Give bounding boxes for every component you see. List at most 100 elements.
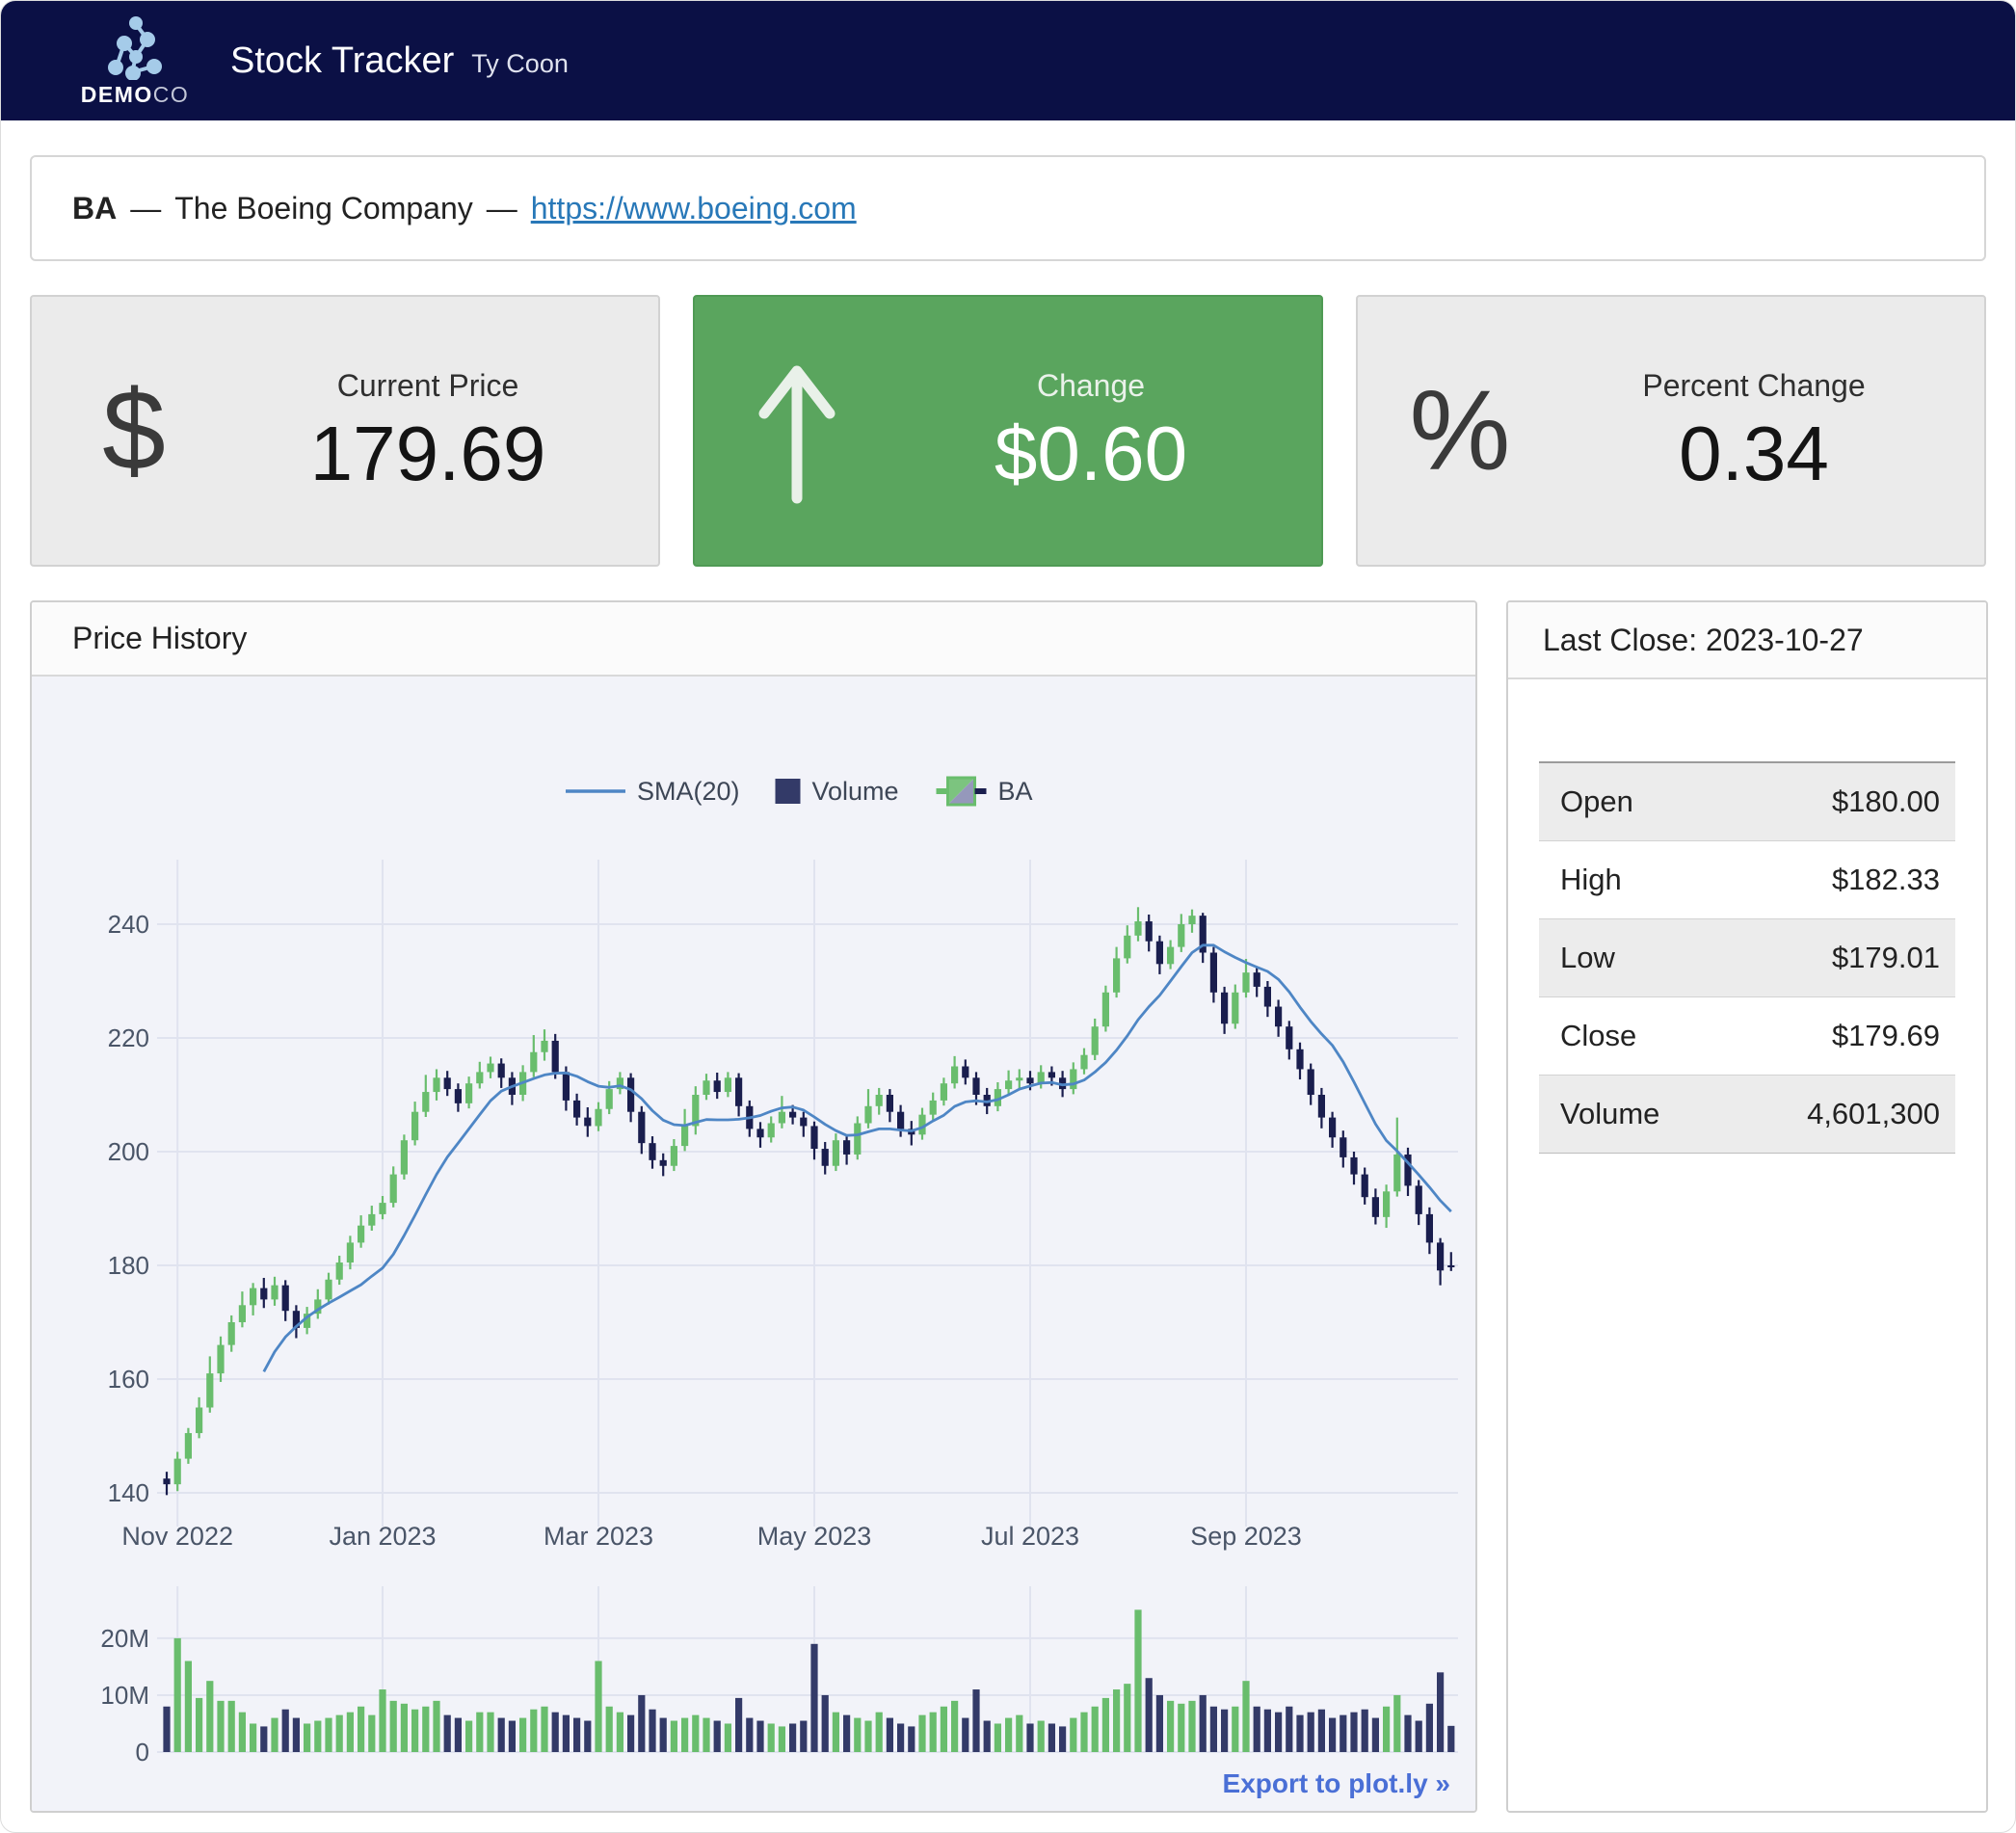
candle-body	[1167, 946, 1175, 965]
legend-label: BA	[998, 777, 1033, 806]
volume-bar	[238, 1712, 246, 1752]
volume-bar	[487, 1712, 494, 1752]
candle-body	[1242, 972, 1250, 993]
candle-body	[476, 1072, 484, 1084]
price-history-chart[interactable]: 140 160 180 200 220 240 0 10M 20M Nov 2022 Jan 202…	[32, 677, 1475, 1806]
row-value: $179.01	[1831, 941, 1940, 974]
candle-body	[163, 1478, 171, 1485]
candle-body	[1134, 921, 1142, 936]
candle-body	[454, 1089, 462, 1103]
candle-body	[1188, 916, 1196, 924]
stat-cards: $ Current Price 179.69 Change	[30, 295, 1986, 567]
candle-body	[250, 1288, 257, 1306]
volume-bar	[422, 1706, 430, 1752]
ticker-symbol: BA	[72, 190, 118, 226]
volume-bar	[789, 1723, 797, 1752]
candle-body	[767, 1123, 775, 1138]
volume-bar	[1155, 1694, 1163, 1752]
volume-bar	[508, 1720, 516, 1752]
candle-body	[713, 1080, 721, 1093]
row-value: $179.69	[1831, 1019, 1940, 1052]
candle-body	[886, 1095, 893, 1112]
sma-line	[262, 943, 1452, 1372]
candle-body	[1080, 1054, 1088, 1070]
candle-body	[994, 1089, 1001, 1106]
volume-bar	[703, 1717, 710, 1752]
row-label: High	[1560, 863, 1622, 896]
volume-bar	[929, 1712, 937, 1752]
candle-body	[217, 1344, 225, 1374]
candle-body	[541, 1040, 548, 1052]
candle-body	[271, 1285, 279, 1300]
candle-body	[314, 1299, 322, 1315]
candle-body	[1286, 1026, 1293, 1049]
candle-body	[1101, 992, 1109, 1027]
candle-body	[1383, 1191, 1391, 1217]
candle-body	[778, 1111, 785, 1124]
volume-bar	[433, 1700, 440, 1752]
volume-bar	[1005, 1717, 1013, 1752]
volume-bar	[1232, 1706, 1239, 1752]
volume-bar	[573, 1717, 581, 1752]
volume-bar	[1048, 1723, 1055, 1752]
separator: —	[130, 190, 162, 226]
volume-bar	[1317, 1709, 1325, 1752]
x-axis-tick: Sep 2023	[1190, 1522, 1302, 1551]
candle-body	[1371, 1197, 1379, 1217]
last-close-body: Open $180.00 High $182.33 Low $179.01	[1508, 679, 1986, 1811]
table-row-open: Open $180.00	[1539, 763, 1955, 841]
ohlcv-table: Open $180.00 High $182.33 Low $179.01	[1539, 761, 1955, 1154]
candle-body	[1070, 1069, 1077, 1090]
candle-body	[346, 1242, 354, 1263]
candle-body	[379, 1203, 386, 1214]
candle-body	[1091, 1026, 1099, 1055]
volume-bar	[196, 1697, 203, 1752]
company-website-link[interactable]: https://www.boeing.com	[530, 190, 857, 226]
candle-body	[659, 1159, 667, 1166]
candle-body	[854, 1123, 862, 1155]
candle-body	[400, 1140, 408, 1175]
table-row-volume: Volume 4,601,300	[1539, 1076, 1955, 1153]
volume-bar	[389, 1700, 397, 1752]
volume-bar	[735, 1697, 743, 1752]
legend-label: Volume	[812, 777, 899, 806]
candle-body	[638, 1111, 646, 1144]
volume-bar	[551, 1712, 559, 1752]
last-close-panel: Last Close: 2023-10-27 Open $180.00 High…	[1506, 600, 1988, 1813]
volume-bar	[1037, 1720, 1045, 1752]
volume-bar	[250, 1723, 257, 1752]
volume-bar	[465, 1720, 473, 1752]
row-label: Low	[1560, 941, 1615, 974]
volume-bar	[1296, 1714, 1304, 1752]
candle-body	[1199, 916, 1207, 953]
candle-body	[184, 1433, 192, 1459]
volume-bar	[227, 1700, 235, 1752]
candle-body	[1026, 1077, 1034, 1084]
change-card: Change $0.60	[693, 295, 1323, 567]
candle-body	[206, 1373, 214, 1408]
candle-body	[800, 1117, 808, 1127]
export-plotly-link[interactable]: Export to plot.ly »	[1222, 1768, 1450, 1798]
volume-bar	[810, 1643, 818, 1752]
volume-bar	[778, 1726, 785, 1752]
volume-bar	[1167, 1700, 1175, 1752]
volume-bar	[584, 1720, 592, 1752]
volume-bar	[1026, 1723, 1034, 1752]
volume-bar	[358, 1706, 365, 1752]
candle-body	[1113, 958, 1121, 993]
company-name: The Boeing Company	[174, 190, 473, 226]
candle-body	[1155, 941, 1163, 965]
percent-icon: %	[1409, 367, 1511, 494]
candle-body	[1275, 1006, 1283, 1027]
candle-body	[1307, 1069, 1314, 1095]
candle-body	[443, 1077, 451, 1090]
volume-bar	[746, 1717, 754, 1752]
volume-bar	[1404, 1714, 1412, 1752]
candle-body	[832, 1140, 839, 1166]
candle-body	[1437, 1242, 1445, 1271]
candle-body	[724, 1077, 731, 1093]
volume-bar	[1329, 1717, 1337, 1752]
candle-body	[551, 1040, 559, 1073]
candle-body	[196, 1407, 203, 1434]
